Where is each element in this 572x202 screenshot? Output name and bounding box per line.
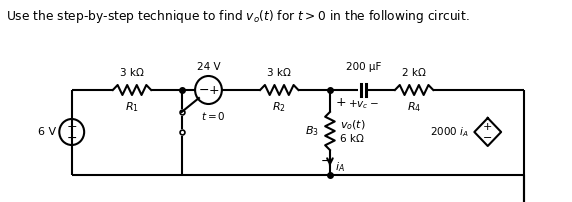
Text: $R_4$: $R_4$ xyxy=(407,100,421,114)
Text: +: + xyxy=(209,83,220,97)
Text: +: + xyxy=(66,121,77,134)
Text: +: + xyxy=(336,96,346,109)
Text: +: + xyxy=(483,122,492,132)
Text: Use the step-by-step technique to find $v_o(t)$ for $t >0$ in the following circ: Use the step-by-step technique to find $… xyxy=(6,8,470,25)
Text: $B_3$: $B_3$ xyxy=(304,124,319,138)
Text: 6 kΩ: 6 kΩ xyxy=(340,134,363,144)
Text: −: − xyxy=(321,155,331,168)
Text: 3 kΩ: 3 kΩ xyxy=(120,68,144,78)
Text: $R_2$: $R_2$ xyxy=(272,100,286,114)
Text: −: − xyxy=(198,83,209,97)
Text: 2000 $i_A$: 2000 $i_A$ xyxy=(430,125,468,139)
Text: $R_1$: $R_1$ xyxy=(125,100,139,114)
Text: 24 V: 24 V xyxy=(197,62,220,72)
Text: 6 V: 6 V xyxy=(38,127,57,137)
Text: −: − xyxy=(66,132,77,144)
Text: 2 kΩ: 2 kΩ xyxy=(402,68,426,78)
Text: 200 μF: 200 μF xyxy=(345,62,381,72)
Text: −: − xyxy=(483,133,492,143)
Text: 3 kΩ: 3 kΩ xyxy=(267,68,291,78)
Text: $v_o(t)$: $v_o(t)$ xyxy=(340,118,366,132)
Text: $i_A$: $i_A$ xyxy=(335,161,344,174)
Text: $t = 0$: $t = 0$ xyxy=(201,110,225,122)
Text: $+v_c -$: $+v_c -$ xyxy=(348,98,379,111)
